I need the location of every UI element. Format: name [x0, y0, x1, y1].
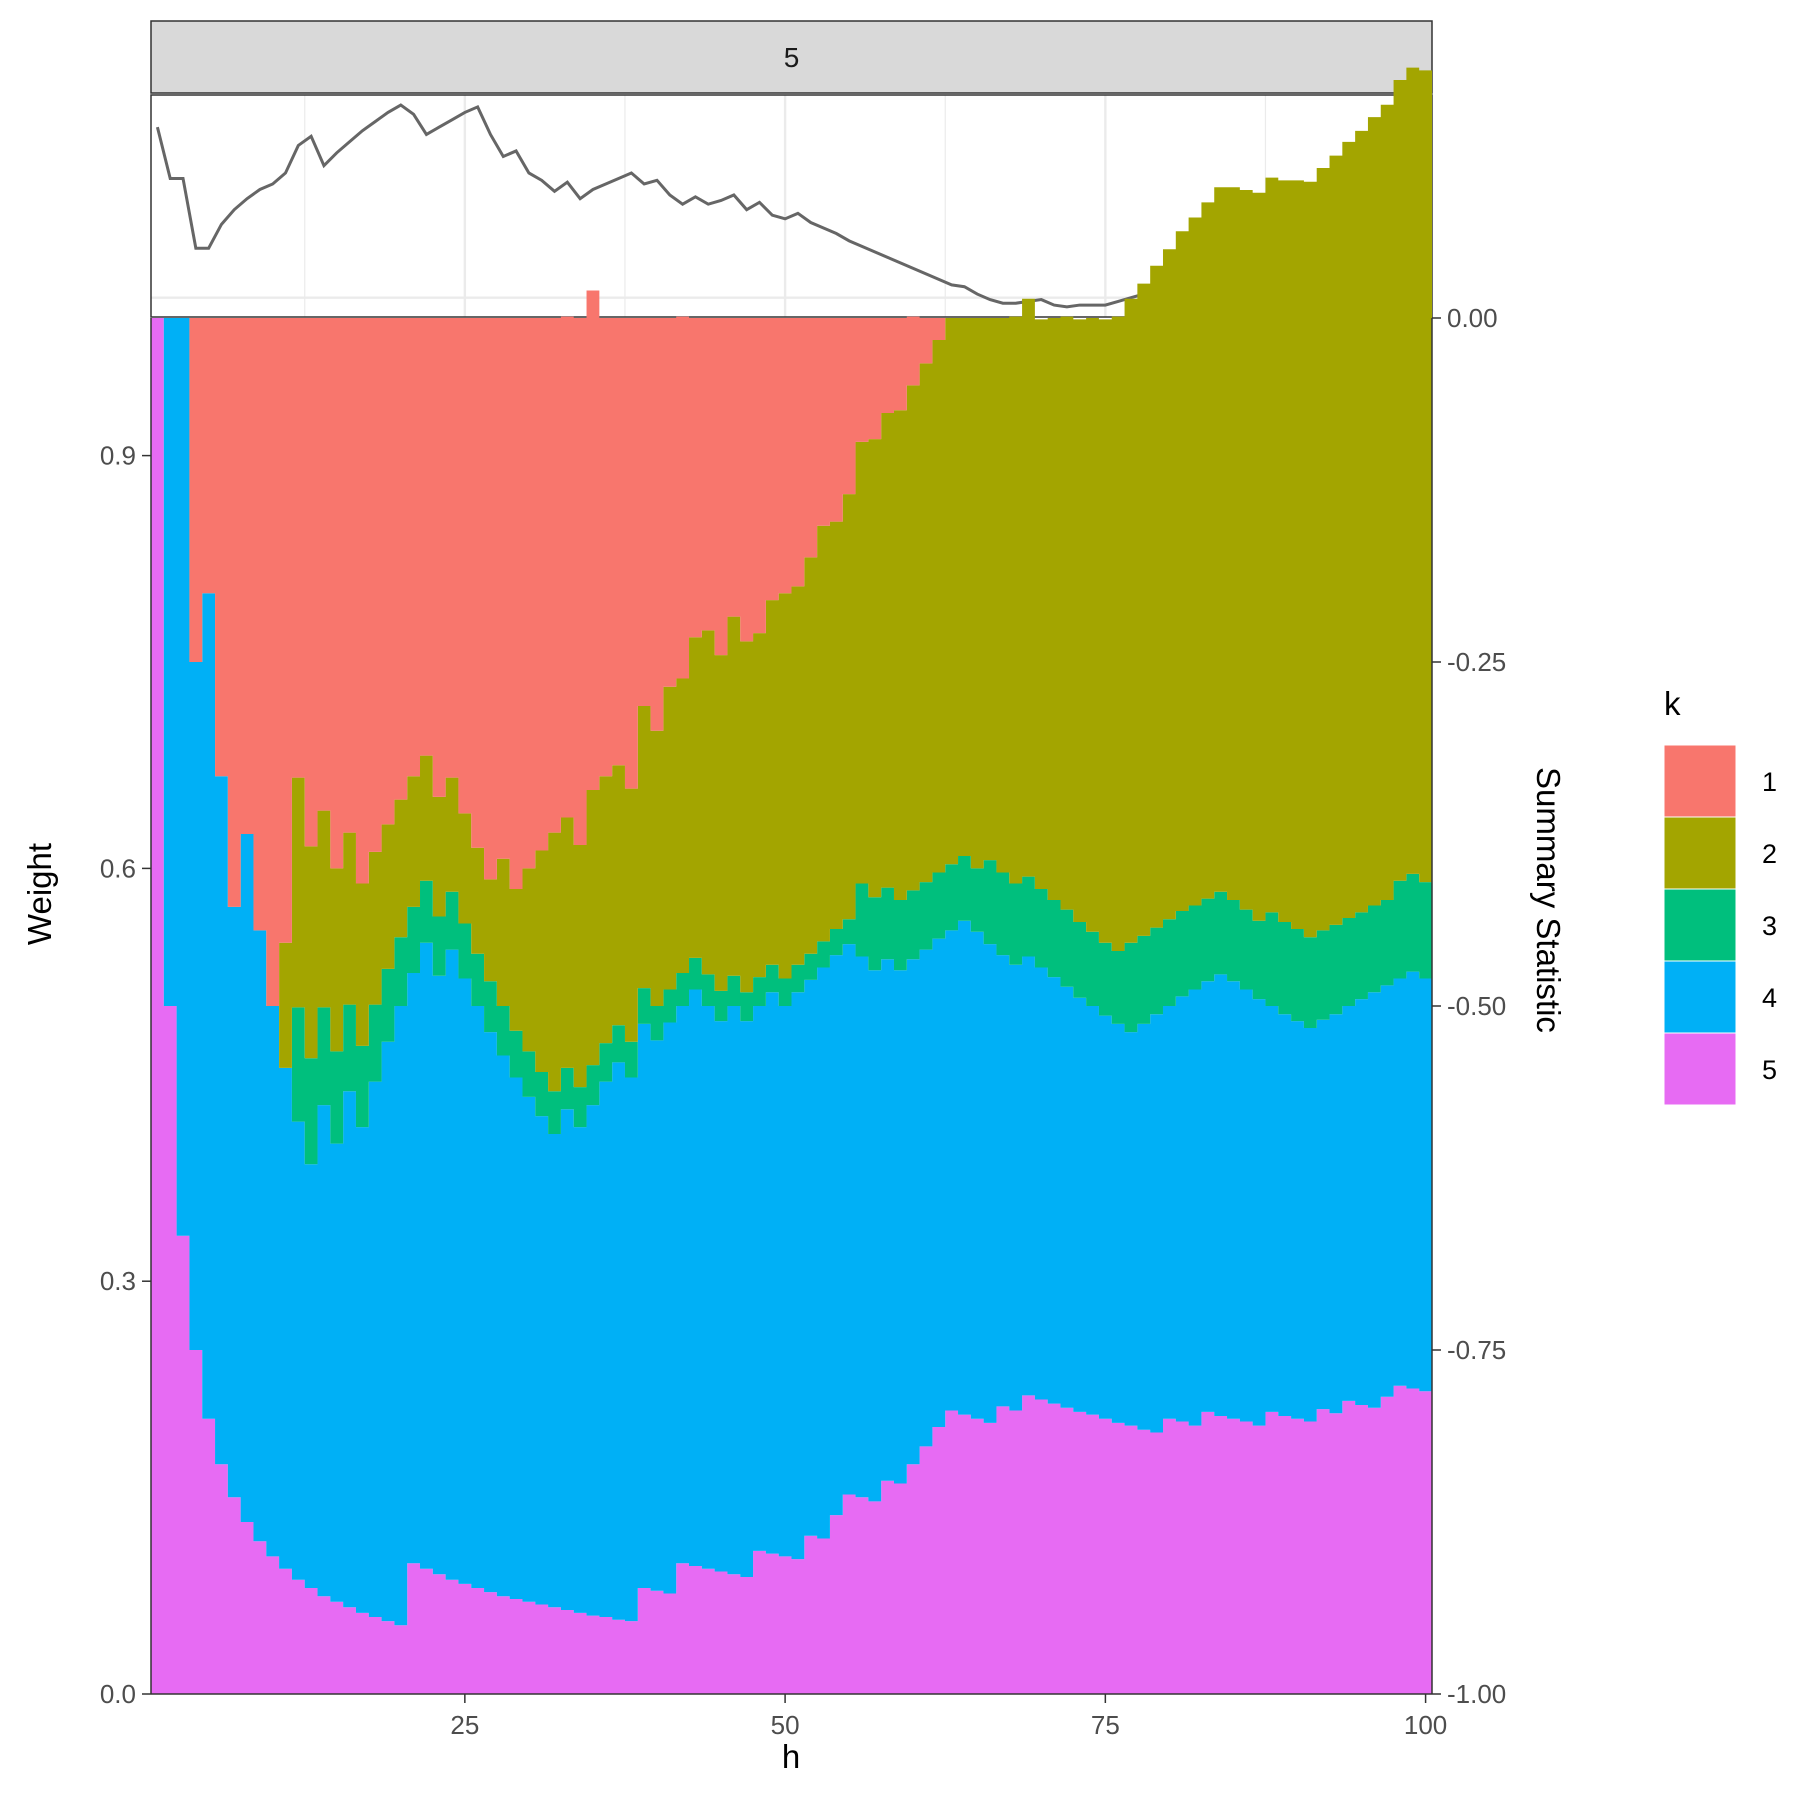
y2-tick-label: -0.25: [1447, 647, 1506, 677]
y2-tick-label: -0.75: [1447, 1335, 1506, 1365]
legend-key-swatch: [1663, 888, 1737, 962]
x-tick-label: 75: [1091, 1710, 1120, 1740]
legend-key-label: 4: [1762, 983, 1777, 1013]
area-series-k4: [151, 318, 1432, 1626]
legend-keys: 1 2 3 4 5: [1663, 744, 1777, 1106]
legend-key-label: 2: [1762, 839, 1777, 869]
y2-tick-label: 0.00: [1447, 303, 1498, 333]
y-tick-label: 0.6: [100, 853, 136, 883]
x-tick-label: 25: [450, 1710, 479, 1740]
weights-panel: [150, 67, 1433, 1695]
x-tick-label: 100: [1404, 1710, 1447, 1740]
x-axis-title: h: [782, 1738, 800, 1775]
legend-key-swatch: [1663, 1032, 1737, 1106]
facet-strip-label: 5: [784, 42, 800, 73]
y-axis-ticks: 0.0 0.3 0.6 0.9: [100, 441, 151, 1709]
y-tick-label: 0.3: [100, 1266, 136, 1296]
stacked-area-layers: [151, 67, 1432, 1694]
x-axis-ticks: 25 50 75 100: [450, 1694, 1447, 1740]
x-tick-label: 50: [771, 1710, 800, 1740]
legend-key-swatch: [1663, 960, 1737, 1034]
y-axis-title: Weight: [21, 843, 58, 945]
y-tick-label: 0.9: [100, 441, 136, 471]
y-tick-label: 0.0: [100, 1679, 136, 1709]
y2-tick-label: -0.50: [1447, 991, 1506, 1021]
y2-axis-ticks: 0.00 -0.25 -0.50 -0.75 -1.00: [1432, 303, 1506, 1709]
legend-key-label: 3: [1762, 911, 1777, 941]
area-series-k1: [151, 67, 1432, 1006]
legend-key-label: 1: [1762, 767, 1777, 797]
legend-key-swatch: [1663, 744, 1737, 818]
legend-key-swatch: [1663, 816, 1737, 890]
legend-key-label: 5: [1762, 1055, 1777, 1085]
y2-tick-label: -1.00: [1447, 1679, 1506, 1709]
y2-axis-title: Summary Statistic: [1530, 767, 1567, 1033]
legend-title: k: [1664, 685, 1681, 722]
legend: k 1 2 3 4 5: [1663, 685, 1777, 1106]
facet-strip: [150, 20, 1433, 94]
